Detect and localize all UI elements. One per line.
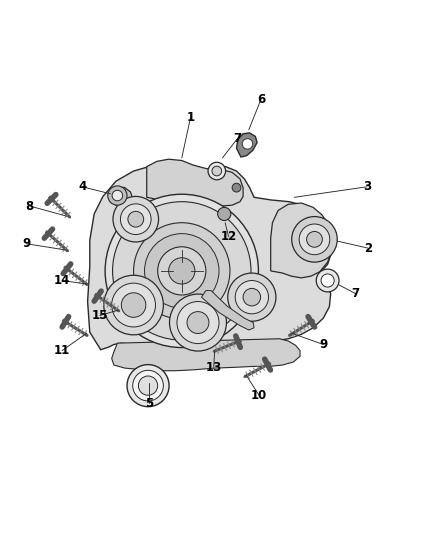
Circle shape: [113, 201, 251, 340]
Circle shape: [133, 370, 163, 401]
Circle shape: [120, 204, 151, 235]
Circle shape: [134, 223, 230, 319]
Polygon shape: [147, 159, 243, 206]
Circle shape: [108, 186, 127, 205]
Circle shape: [316, 269, 339, 292]
Circle shape: [158, 247, 206, 295]
Circle shape: [177, 302, 219, 344]
Circle shape: [292, 216, 337, 262]
Circle shape: [235, 280, 268, 314]
Circle shape: [218, 207, 231, 221]
Circle shape: [169, 258, 195, 284]
Text: 2: 2: [364, 241, 372, 255]
Text: 15: 15: [92, 309, 108, 322]
Polygon shape: [112, 339, 300, 371]
Text: 9: 9: [22, 237, 30, 250]
Circle shape: [105, 194, 258, 348]
Circle shape: [208, 162, 226, 180]
Text: 10: 10: [251, 389, 268, 402]
Text: 5: 5: [145, 397, 153, 410]
Circle shape: [145, 233, 219, 308]
Polygon shape: [88, 167, 332, 352]
Text: 7: 7: [352, 287, 360, 300]
Circle shape: [243, 288, 261, 306]
Text: 4: 4: [78, 180, 86, 193]
Text: 12: 12: [220, 230, 237, 243]
Circle shape: [121, 293, 146, 317]
Circle shape: [307, 231, 322, 247]
Polygon shape: [201, 290, 254, 330]
Circle shape: [112, 190, 123, 201]
Text: 7: 7: [233, 132, 241, 145]
Circle shape: [228, 273, 276, 321]
Text: 6: 6: [257, 93, 265, 106]
Circle shape: [113, 197, 159, 242]
Circle shape: [299, 224, 330, 255]
Text: 3: 3: [363, 180, 371, 193]
Text: 14: 14: [54, 274, 71, 287]
Circle shape: [321, 274, 334, 287]
Text: 1: 1: [187, 111, 194, 124]
Circle shape: [112, 283, 155, 327]
Polygon shape: [271, 203, 332, 278]
Circle shape: [242, 139, 253, 149]
Circle shape: [232, 183, 241, 192]
Text: 9: 9: [319, 338, 327, 351]
Circle shape: [104, 275, 163, 335]
Circle shape: [187, 312, 209, 334]
Text: 13: 13: [205, 361, 222, 374]
Text: 11: 11: [54, 344, 71, 357]
Polygon shape: [237, 133, 257, 157]
Circle shape: [127, 365, 169, 407]
Circle shape: [170, 294, 226, 351]
Polygon shape: [109, 187, 132, 206]
Circle shape: [138, 376, 158, 395]
Circle shape: [128, 211, 144, 227]
Text: 8: 8: [26, 199, 34, 213]
Circle shape: [212, 166, 222, 176]
